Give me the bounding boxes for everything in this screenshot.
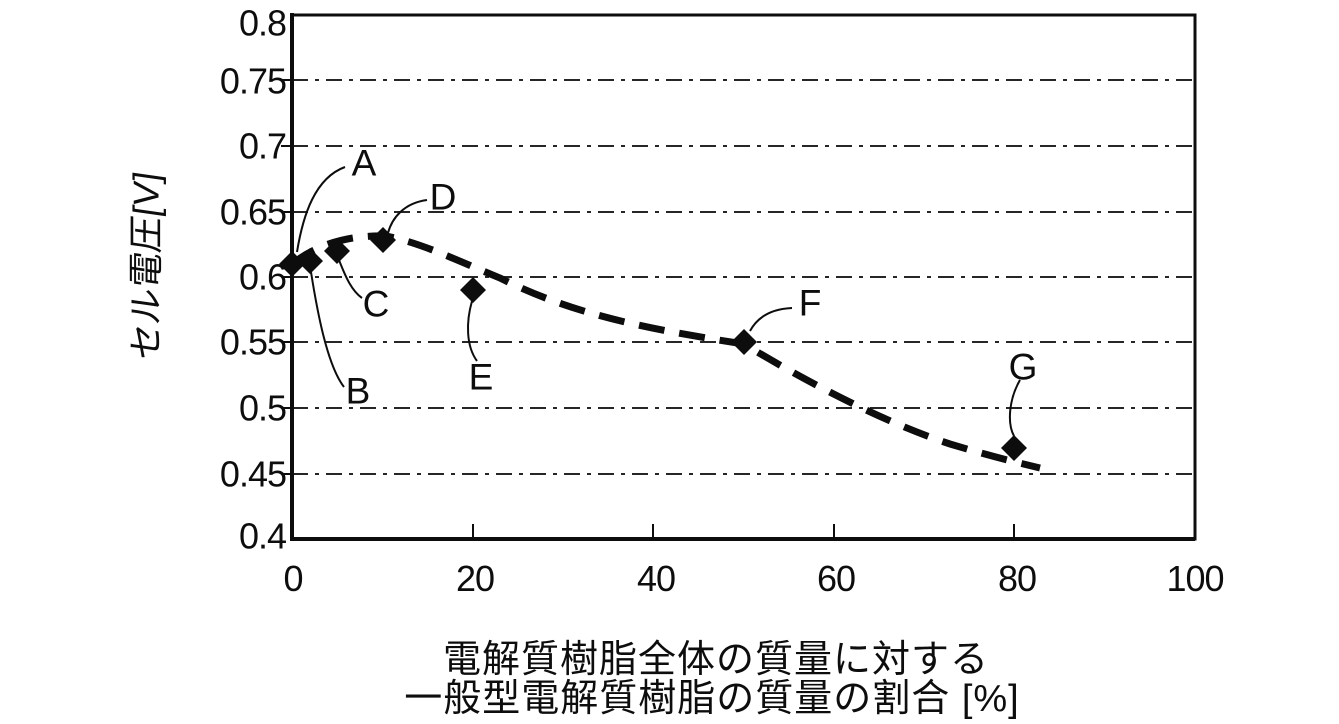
data-point-d <box>370 227 396 253</box>
data-point-a <box>279 251 305 277</box>
point-label-a: A <box>352 143 377 184</box>
leader-line-c <box>338 259 363 299</box>
x-tick-label: 100 <box>1166 558 1223 599</box>
y-tick-label: 0.55 <box>220 322 286 363</box>
point-label-d: D <box>430 177 457 218</box>
y-tick-label: 0.6 <box>239 257 286 298</box>
leader-line-b <box>310 271 345 388</box>
leader-line-f <box>749 307 793 332</box>
data-point-g <box>1001 435 1027 461</box>
x-tick-label: 0 <box>283 558 302 599</box>
data-point-f <box>731 329 757 355</box>
leader-line-g <box>1008 379 1021 437</box>
y-tick-label: 0.65 <box>220 192 286 233</box>
y-tick-label: 0.5 <box>239 388 286 429</box>
x-tick-label: 80 <box>998 558 1036 599</box>
x-axis-caption: 電解質樹脂全体の質量に対する 一般型電解質樹脂の質量の割合 [%] <box>404 639 1019 720</box>
y-tick-label: 0.75 <box>220 61 286 102</box>
leader-line-e <box>466 300 478 362</box>
trend-line <box>289 232 1041 472</box>
x-tick-label: 60 <box>817 558 855 599</box>
y-tick-labels: 0.8 0.75 0.7 0.65 0.6 0.55 0.5 0.45 0.4 <box>220 3 287 557</box>
x-tick-labels: 0 20 40 60 80 100 <box>283 558 1224 599</box>
x-axis-caption-line1: 電解質樹脂全体の質量に対する <box>443 639 989 681</box>
y-axis-ticks <box>281 79 292 475</box>
leader-line-a <box>296 166 346 253</box>
leader-lines <box>296 166 1021 437</box>
point-label-b: B <box>346 371 371 412</box>
x-axis-ticks <box>472 524 1015 537</box>
point-labels: A B C D E F G <box>346 143 1038 412</box>
point-label-e: E <box>469 357 494 398</box>
point-label-f: F <box>799 283 822 324</box>
y-tick-label: 0.8 <box>239 3 286 44</box>
y-tick-label: 0.7 <box>239 126 286 167</box>
data-point-e <box>460 277 486 303</box>
y-tick-label: 0.4 <box>239 516 286 557</box>
x-axis-caption-line2: 一般型電解質樹脂の質量の割合 [%] <box>404 678 1019 720</box>
data-point-c <box>324 238 350 264</box>
point-label-c: C <box>363 284 390 325</box>
x-tick-label: 40 <box>637 558 675 599</box>
data-point-b <box>297 248 323 274</box>
point-label-g: G <box>1009 347 1038 388</box>
y-axis-title: セル電圧[V] <box>126 169 167 363</box>
leader-line-d <box>387 199 428 234</box>
x-tick-label: 20 <box>456 558 494 599</box>
y-tick-label: 0.45 <box>220 454 286 495</box>
gridlines <box>292 79 1195 475</box>
data-points <box>279 227 1027 461</box>
